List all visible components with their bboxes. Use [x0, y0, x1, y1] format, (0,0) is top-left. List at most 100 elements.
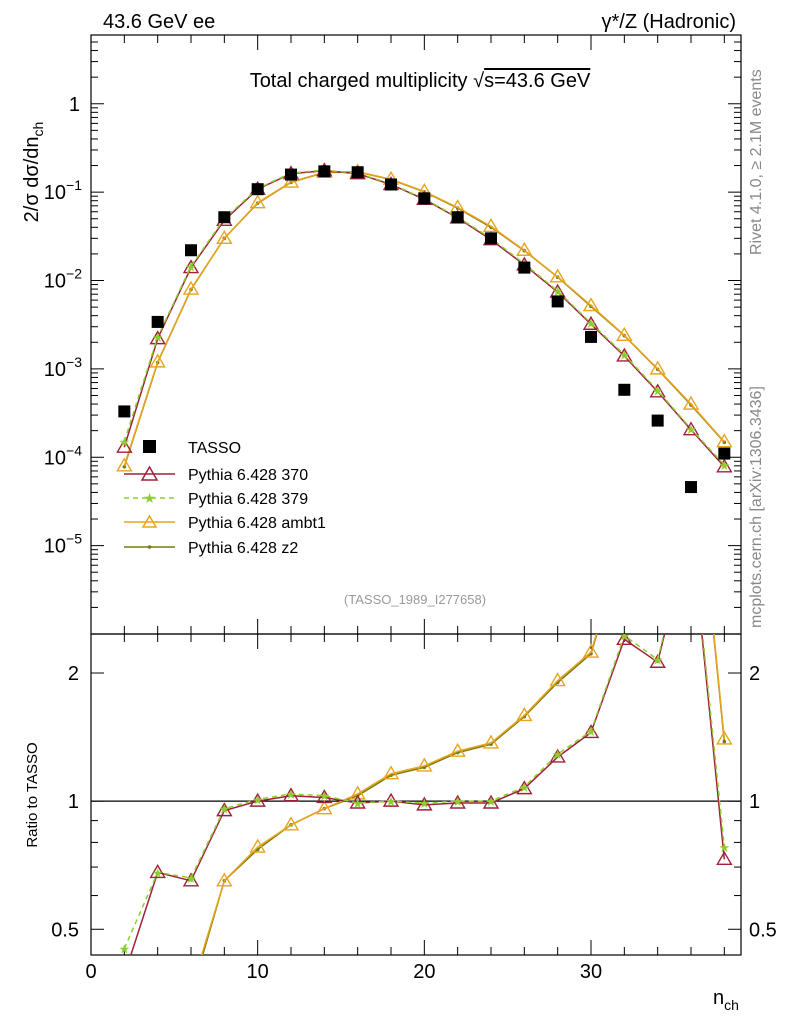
ratio-series-marker: [516, 707, 533, 722]
tasso-data-point: [518, 261, 531, 274]
ratio-series-marker: ★: [652, 654, 664, 669]
process-type-label: γ*/Z (Hadronic): [602, 11, 736, 33]
main-series-marker: ★: [152, 331, 164, 346]
ratio-series-marker: [349, 785, 366, 800]
ratio-series-line: [123, 634, 726, 950]
rivet-version-label: Rivet 4.1.0, ≥ 2.1M events: [748, 69, 765, 255]
main-series-line: [123, 171, 725, 467]
ratio-series-marker: [449, 742, 466, 757]
main-series-group: ★★★★★★★★★★★★★★★★★★★: [116, 162, 733, 474]
x-axis-label: nch: [713, 987, 739, 1013]
ratio-series-marker: [582, 724, 600, 739]
tasso-data-point: [285, 168, 297, 181]
legend-marker-ambt1: [141, 514, 158, 528]
ratio-series-marker: ★: [585, 725, 597, 740]
main-series-marker: [616, 347, 633, 362]
ratio-series-marker: [249, 792, 266, 807]
ratio-y-tick-label: 2: [68, 663, 79, 685]
main-series-marker: ★: [652, 384, 664, 399]
main-y-tick-label: 10−2: [44, 266, 82, 293]
main-y-tick-label: 10−5: [44, 531, 82, 558]
ratio-series-marker: [282, 816, 300, 831]
main-y-axis-label: 2/σ dσ/dnch: [21, 122, 46, 223]
main-y-tick-label: 10−4: [44, 442, 82, 469]
tasso-data-point: [251, 183, 264, 196]
main-series-marker: [649, 383, 666, 398]
ratio-y-axis: 0.5 0.5 1 1 2 2: [51, 663, 777, 941]
ratio-series-line: [200, 634, 726, 955]
chart-title: Total charged multiplicity √s=43.6 GeV: [250, 70, 591, 92]
ratio-y-tick-label: 1: [68, 791, 79, 813]
main-y-axis: 1 10−1 10−2 10−3 10−4 10−5: [44, 34, 741, 635]
ratio-series-marker: ★: [185, 872, 197, 887]
main-series-marker: ★: [552, 285, 564, 300]
main-series-marker: [249, 194, 266, 209]
main-series-marker: [282, 173, 300, 188]
tasso-data-point: [385, 178, 397, 191]
main-series-marker: ★: [685, 423, 697, 438]
ratio-y-tick-label-right: 2: [749, 663, 760, 685]
ratio-y-tick-label-right: 0.5: [749, 919, 777, 941]
main-series-marker: [116, 438, 133, 453]
ratio-series-marker: [416, 796, 433, 811]
ratio-series-marker: ★: [485, 795, 497, 810]
main-series-marker: ★: [719, 459, 731, 474]
tasso-data-point: [651, 414, 664, 427]
tasso-data-point: [118, 405, 131, 418]
ratio-series-marker: ★: [352, 797, 364, 812]
ratio-series-marker: [649, 653, 666, 668]
ratio-y-axis-label: Ratio to TASSO: [24, 742, 41, 847]
ratio-series-marker: [549, 748, 566, 763]
x-tick-label: 30: [580, 961, 602, 983]
ratio-series-marker: [216, 802, 233, 817]
tasso-data-point: [151, 315, 164, 328]
main-series-marker: [182, 259, 200, 274]
ratio-series-marker: [482, 794, 500, 809]
ratio-series-marker: ★: [519, 781, 531, 796]
legend-marker-z2: [147, 545, 152, 549]
ratio-series-marker: ★: [119, 943, 131, 958]
tasso-data-point: [618, 383, 631, 396]
main-series-marker: [682, 395, 700, 410]
legend-label-370: Pythia 6.428 370: [188, 467, 308, 484]
x-tick-label: 20: [413, 961, 435, 983]
ratio-y-tick-label-right: 1: [749, 791, 760, 813]
main-panel: Total charged multiplicity √s=43.6 GeV 1…: [21, 34, 742, 635]
main-series-marker: ★: [119, 436, 131, 451]
ratio-series-marker: [716, 850, 733, 866]
main-series-marker: [122, 464, 127, 469]
main-series-marker: [582, 315, 600, 330]
ratio-series-marker: [549, 672, 566, 687]
tasso-data-point: [485, 232, 497, 245]
main-series-marker: ★: [619, 349, 631, 364]
ratio-series-marker: [216, 872, 233, 887]
main-series-marker: [616, 326, 633, 341]
legend-marker-tasso: [143, 440, 156, 453]
main-series-marker: [682, 421, 700, 436]
ratio-frame: [90, 633, 742, 956]
tasso-data-point: [418, 192, 431, 205]
main-y-tick-label: 10−3: [44, 354, 82, 381]
ratio-series-marker: [382, 765, 400, 780]
ratio-series-marker: ★: [152, 866, 164, 881]
main-series-marker: [649, 360, 666, 375]
ratio-series-marker: ★: [285, 788, 297, 803]
main-series-marker: [516, 241, 533, 256]
main-y-tick-label: 1: [69, 94, 80, 116]
tasso-data-point: [318, 165, 331, 178]
process-energy-label: 43.6 GeV ee: [103, 11, 215, 33]
ratio-series-marker: ★: [319, 790, 331, 805]
main-series-marker: [182, 280, 200, 295]
ratio-series-marker: ★: [252, 793, 264, 808]
ratio-x-axis: 0 10 20 30: [85, 634, 725, 983]
tasso-data-point: [718, 447, 731, 460]
ratio-series-group: ★ ★ ★ ★ ★ ★ ★ ★ ★ ★ ★ ★ ★ ★ ★ ★ ★ ★: [119, 630, 733, 958]
main-series-marker: [716, 433, 733, 448]
legend-marker-379: ★: [143, 491, 156, 507]
legend-label-ambt1: Pythia 6.428 ambt1: [188, 515, 326, 532]
tasso-data-point: [551, 295, 564, 308]
ratio-series-marker: ★: [552, 748, 564, 763]
ratio-series-marker: ★: [619, 630, 631, 645]
legend-label-tasso: TASSO: [188, 440, 241, 457]
